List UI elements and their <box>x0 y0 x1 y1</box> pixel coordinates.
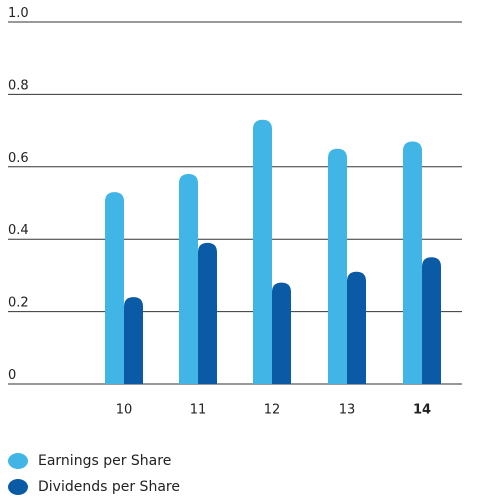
y-tick-label: 0.8 <box>8 78 29 93</box>
y-tick-label: 1.0 <box>8 6 29 21</box>
legend-swatch <box>8 479 28 495</box>
y-tick-label: 0 <box>8 368 16 383</box>
y-tick-label: 0.4 <box>8 223 29 238</box>
bar <box>347 271 366 384</box>
y-tick-label: 0.6 <box>8 151 29 166</box>
x-tick-label: 10 <box>116 403 133 418</box>
bar <box>403 141 422 384</box>
x-tick-label: 13 <box>339 403 356 418</box>
legend-label: Earnings per Share <box>38 453 171 469</box>
bar <box>179 174 198 384</box>
bar <box>422 257 441 384</box>
bar <box>198 242 217 384</box>
x-tick-label: 11 <box>190 403 207 418</box>
x-tick-label: 12 <box>264 403 281 418</box>
bar <box>105 192 124 384</box>
y-tick-label: 0.2 <box>8 296 29 311</box>
bar <box>272 282 291 384</box>
bar <box>124 297 143 384</box>
x-tick-label: 14 <box>413 403 431 418</box>
bar <box>328 148 347 384</box>
legend-label: Dividends per Share <box>38 479 180 495</box>
bar <box>253 119 272 385</box>
legend-swatch <box>8 453 28 469</box>
